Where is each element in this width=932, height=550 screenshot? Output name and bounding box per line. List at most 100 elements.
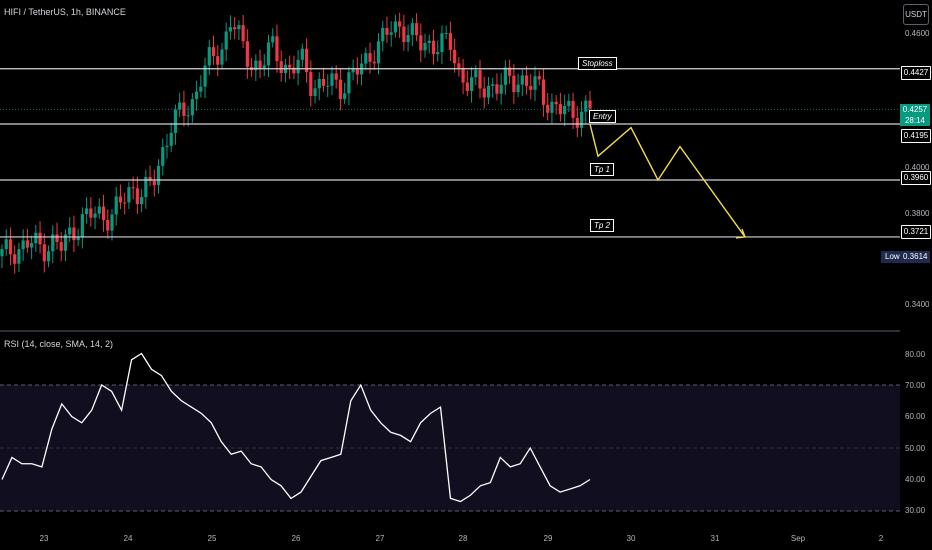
- rsi-tick: 50.00: [905, 444, 926, 453]
- rsi-pane[interactable]: [0, 352, 900, 512]
- candle-body: [389, 32, 393, 35]
- candle-body: [13, 254, 17, 264]
- candle-body: [469, 77, 474, 91]
- projection-path[interactable]: [589, 123, 746, 238]
- candle-body: [72, 227, 76, 241]
- candle-body: [381, 28, 385, 42]
- low-price-label: Low 0.3614: [881, 251, 930, 263]
- candle-body: [186, 115, 190, 117]
- price-tick: 0.4600: [905, 29, 930, 38]
- candle-body: [220, 49, 224, 65]
- time-tick: 29: [543, 534, 553, 543]
- low-label-value: 0.3614: [903, 252, 928, 261]
- entry-annotation[interactable]: Entry: [589, 110, 616, 123]
- candle-body: [85, 208, 89, 215]
- price-tick: 0.3400: [905, 300, 930, 309]
- candle-body: [478, 70, 482, 89]
- candle-body: [304, 48, 309, 73]
- candle-body: [588, 100, 592, 109]
- tp1-annotation[interactable]: Tp 1: [590, 163, 615, 176]
- candle-body: [34, 232, 38, 244]
- time-tick: 2: [878, 534, 884, 543]
- candle-body: [436, 52, 440, 55]
- candle-body: [288, 64, 292, 68]
- candle-body: [546, 104, 550, 113]
- candle-body: [368, 53, 372, 62]
- candle-body: [402, 26, 406, 43]
- rsi-tick: 60.00: [905, 412, 926, 421]
- candle-body: [266, 42, 271, 66]
- candle-body: [364, 53, 368, 64]
- price-pane[interactable]: [0, 12, 592, 274]
- candle-body: [376, 41, 381, 64]
- candle-body: [178, 102, 182, 110]
- candle-body: [495, 84, 499, 94]
- candle-body: [579, 111, 584, 128]
- candle-body: [68, 227, 72, 235]
- candle-body: [317, 78, 321, 89]
- time-tick: 24: [123, 534, 133, 543]
- tp2-annotation[interactable]: Tp 2: [590, 219, 615, 232]
- candle-body: [440, 33, 444, 53]
- candle-body: [135, 188, 139, 205]
- candle-body: [114, 196, 118, 215]
- candle-body: [355, 69, 359, 75]
- candle-body: [89, 208, 93, 218]
- candle-body: [169, 132, 173, 146]
- tp2-price-label: 0.3721: [901, 225, 931, 239]
- rsi-tick: 30.00: [905, 506, 926, 515]
- current-price-label: 0.4257 28:14: [900, 104, 930, 126]
- price-tick: 0.4000: [905, 163, 930, 172]
- candle-body: [508, 67, 512, 76]
- candle-body: [106, 220, 110, 231]
- candle-body: [520, 75, 524, 85]
- candle-body: [414, 23, 419, 36]
- candle-body: [139, 197, 144, 205]
- candle-body: [461, 67, 465, 83]
- candle-body: [300, 48, 304, 60]
- candle-body: [296, 59, 300, 74]
- time-tick: 23: [39, 534, 49, 543]
- candle-body: [482, 88, 486, 98]
- candle-body: [63, 234, 68, 251]
- candle-body: [419, 35, 423, 51]
- time-tick: 28: [458, 534, 468, 543]
- time-tick: 31: [710, 534, 720, 543]
- symbol-title: HIFI / TetherUS, 1h, BINANCE: [4, 7, 126, 17]
- current-price-value: 0.4257: [902, 105, 928, 114]
- candle-body: [431, 40, 436, 55]
- rsi-line: [1, 352, 591, 503]
- candle-body: [101, 206, 106, 221]
- candle-body: [575, 117, 579, 128]
- candle-body: [503, 67, 507, 85]
- candle-body: [123, 202, 127, 204]
- candle-body: [372, 61, 376, 64]
- candle-body: [199, 86, 203, 92]
- candle-body: [550, 101, 554, 113]
- rsi-tick: 40.00: [905, 475, 926, 484]
- candle-body: [97, 206, 101, 214]
- stoploss-annotation[interactable]: Stoploss: [578, 57, 617, 70]
- candle-body: [55, 234, 59, 243]
- candle-body: [76, 237, 80, 241]
- price-tick: 0.3800: [905, 209, 930, 218]
- tp1-price-label: 0.3960: [901, 171, 931, 185]
- candle-body: [533, 76, 537, 90]
- candle-body: [444, 33, 448, 35]
- candle-body: [279, 61, 283, 74]
- candle-body: [190, 99, 194, 116]
- rsi-indicator-title[interactable]: RSI (14, close, SMA, 14, 2): [4, 339, 114, 349]
- candle-body: [211, 47, 216, 57]
- rsi-tick: 70.00: [905, 381, 926, 390]
- candle-body: [448, 33, 453, 50]
- time-tick: 25: [207, 534, 217, 543]
- candle-body: [406, 34, 410, 43]
- candle-body: [4, 239, 8, 250]
- candle-body: [584, 100, 588, 112]
- candle-body: [512, 75, 516, 93]
- candle-body: [457, 63, 461, 68]
- candle-body: [516, 84, 520, 93]
- candle-body: [224, 31, 228, 50]
- currency-button[interactable]: USDT: [903, 4, 929, 25]
